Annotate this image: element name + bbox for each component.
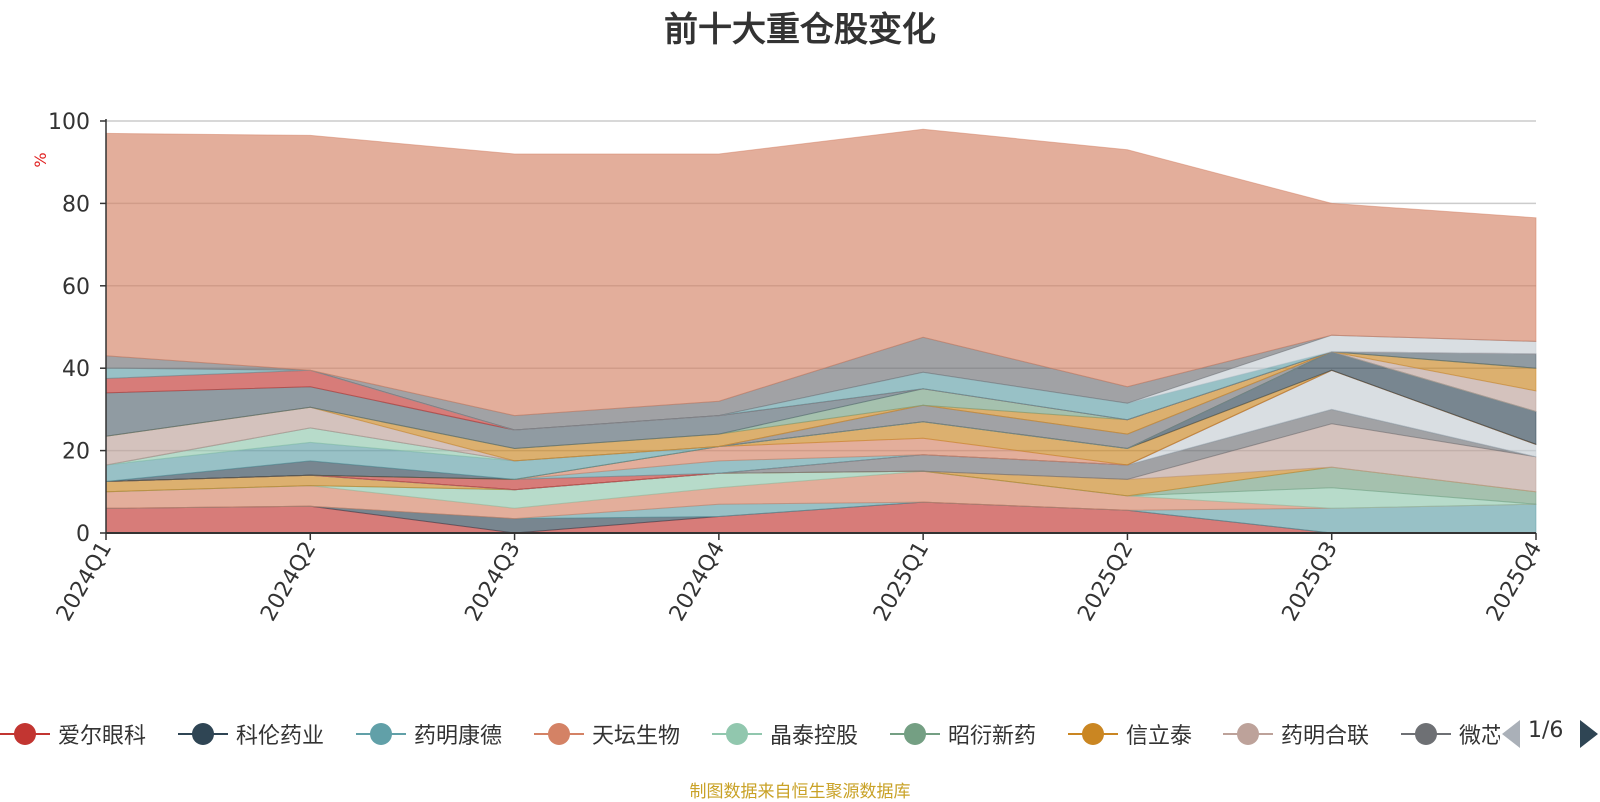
legend-prev-page-icon[interactable] — [1502, 720, 1520, 748]
legend-page-indicator: 1/6 — [1528, 718, 1564, 743]
y-tick-label: 0 — [76, 522, 90, 547]
x-tick-label: 2025Q4 — [1482, 538, 1547, 626]
legend-marker-icon — [0, 714, 50, 754]
legend-label: 爱尔眼科 — [58, 724, 147, 749]
legend-label: 微芯生物 — [1459, 724, 1500, 749]
legend-item[interactable]: 药明合联 — [1223, 714, 1369, 754]
legend-item[interactable]: 晶泰控股 — [712, 714, 858, 754]
x-tick-label: 2024Q1 — [52, 538, 117, 626]
legend-marker-icon — [712, 714, 762, 754]
legend-label: 昭衍新药 — [948, 724, 1037, 749]
data-source-note: 制图数据来自恒生聚源数据库 — [689, 782, 911, 802]
legend-item[interactable]: 微芯生物 — [1401, 714, 1500, 754]
y-tick-label: 80 — [62, 192, 90, 217]
y-tick-label: 100 — [48, 110, 90, 135]
legend-item[interactable]: 信立泰 — [1068, 714, 1192, 754]
y-axis-label: % — [31, 152, 50, 167]
x-tick-label: 2024Q2 — [256, 538, 321, 626]
legend-marker-icon — [1401, 714, 1451, 754]
legend: 爱尔眼科 科伦药业 药明康德 天坛生物 晶泰控股 昭衍新药 信立泰 药明合联 微芯生物 — [0, 714, 1500, 754]
y-tick-label: 40 — [62, 357, 90, 382]
legend-marker-icon — [1068, 714, 1118, 754]
legend-item[interactable]: 昭衍新药 — [890, 714, 1036, 754]
legend-label: 天坛生物 — [592, 724, 681, 749]
legend-pager: 1/6 — [1500, 714, 1600, 754]
legend-marker-icon — [178, 714, 228, 754]
legend-item[interactable]: 爱尔眼科 — [0, 714, 146, 754]
chart-title: 前十大重仓股变化 — [664, 10, 936, 50]
legend-marker-icon — [890, 714, 940, 754]
x-tick-label: 2025Q3 — [1278, 538, 1343, 626]
series-areas — [105, 128, 1537, 534]
legend-marker-icon — [1223, 714, 1273, 754]
legend-label: 药明合联 — [1281, 724, 1370, 749]
legend-label: 药明康德 — [414, 724, 503, 749]
legend-item[interactable]: 天坛生物 — [534, 714, 680, 754]
legend-item[interactable]: 药明康德 — [356, 714, 502, 754]
x-tick-label: 2025Q1 — [869, 538, 934, 626]
legend-marker-icon — [534, 714, 584, 754]
x-tick-label: 2024Q3 — [460, 538, 525, 626]
y-tick-label: 60 — [62, 275, 90, 300]
x-tick-label: 2024Q4 — [665, 538, 730, 626]
area-series — [105, 128, 1537, 417]
legend-next-page-icon[interactable] — [1580, 720, 1598, 748]
legend-item[interactable]: 科伦药业 — [178, 714, 324, 754]
legend-label: 信立泰 — [1126, 724, 1193, 749]
y-tick-label: 20 — [62, 440, 90, 465]
x-tick-label: 2025Q2 — [1073, 538, 1138, 626]
legend-label: 晶泰控股 — [770, 724, 859, 749]
legend-marker-icon — [356, 714, 406, 754]
legend-label: 科伦药业 — [236, 724, 325, 749]
